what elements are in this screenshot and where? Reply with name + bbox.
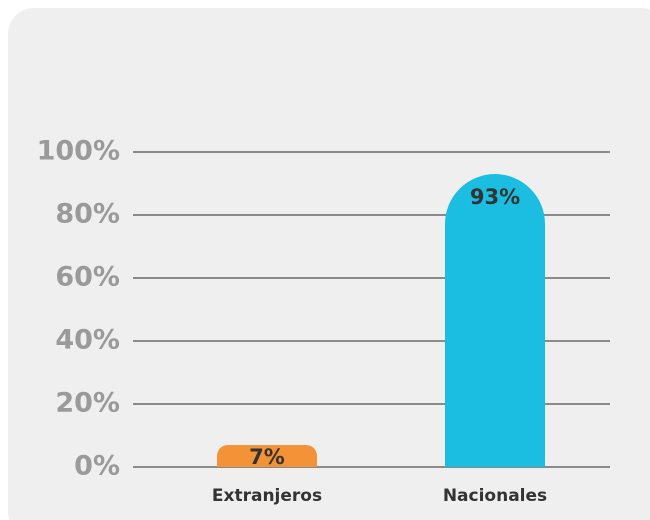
x-tick-label: Extranjeros: [212, 486, 322, 506]
value-label: 93%: [470, 185, 520, 209]
y-tick-label: 40%: [55, 325, 120, 356]
y-tick-label: 60%: [55, 262, 120, 293]
x-tick-label: Nacionales: [443, 486, 547, 506]
bar: [217, 444, 317, 467]
bar: [444, 174, 545, 468]
y-tick-label: 100%: [37, 136, 120, 167]
value-label: 7%: [249, 445, 285, 469]
y-tick-label: 20%: [55, 388, 120, 419]
y-tick-label: 0%: [74, 451, 120, 482]
y-tick-label: 80%: [55, 199, 120, 230]
